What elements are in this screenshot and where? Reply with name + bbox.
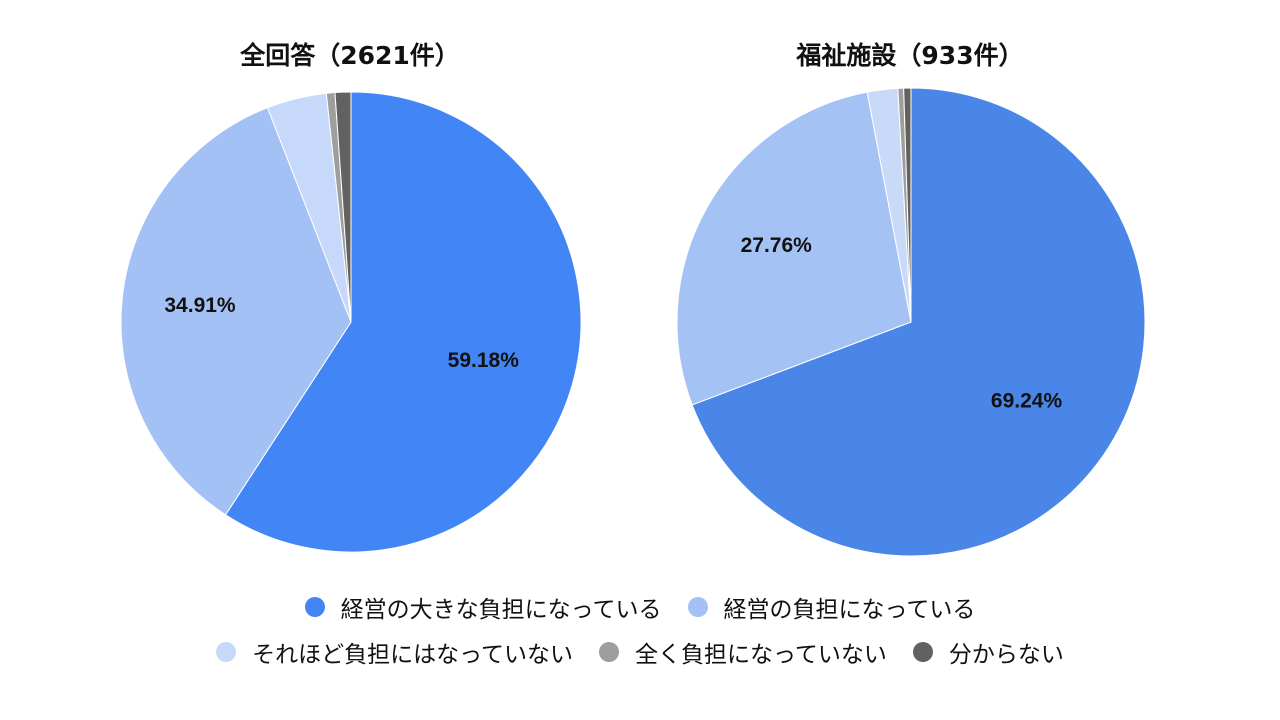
legend-item-unknown[interactable]: 分からない <box>912 635 1064 669</box>
pie-slice[interactable] <box>224 91 582 553</box>
legend-row-2: それほど負担にはなっていない 全く負担になっていない 分からない <box>0 635 1280 669</box>
legend-item-large-burden[interactable]: 経営の大きな負担になっている <box>304 590 662 624</box>
legend-marker <box>599 642 619 662</box>
pie-slice[interactable] <box>120 107 352 516</box>
pie-slice[interactable] <box>691 87 1146 557</box>
legend-marker <box>912 642 933 662</box>
slice-data-label: 69.24% <box>991 389 1063 412</box>
slice-data-label: 59.18% <box>448 349 520 372</box>
legend-row-1: 経営の大きな負担になっている 経営の負担になっている <box>0 590 1280 624</box>
pie-slice[interactable] <box>676 91 912 406</box>
slice-data-label: 27.76% <box>741 234 813 257</box>
legend-label: 経営の大きな負担になっている <box>340 597 662 623</box>
pie-chart-all: 59.18% 34.91% <box>120 91 582 553</box>
legend-marker <box>687 597 708 617</box>
legend-label: 全く負担になっていない <box>635 642 887 668</box>
legend-item-no-burden[interactable]: 全く負担になっていない <box>599 635 887 669</box>
legend-item-not-much-burden[interactable]: それほど負担にはなっていない <box>216 635 573 669</box>
legend-item-burden[interactable]: 経営の負担になっている <box>687 590 976 624</box>
legend-label: 経営の負担になっている <box>723 597 976 623</box>
pie-slice[interactable] <box>334 91 352 323</box>
legend-marker <box>304 597 325 617</box>
chart-title-all: 全回答（2621件） <box>240 41 460 70</box>
legend-label: それほど負担にはなっていない <box>252 642 573 668</box>
pie-charts: 59.18% 34.91% 69.24% 27.76% <box>120 87 1146 557</box>
legend-marker <box>216 642 237 662</box>
legend-label: 分からない <box>948 642 1064 668</box>
pie-slice[interactable] <box>903 87 912 323</box>
slice-data-label: 34.91% <box>164 294 236 317</box>
chart-title-welfare: 福祉施設（933件） <box>796 41 1024 70</box>
pie-chart-welfare: 69.24% 27.76% <box>676 87 1146 557</box>
